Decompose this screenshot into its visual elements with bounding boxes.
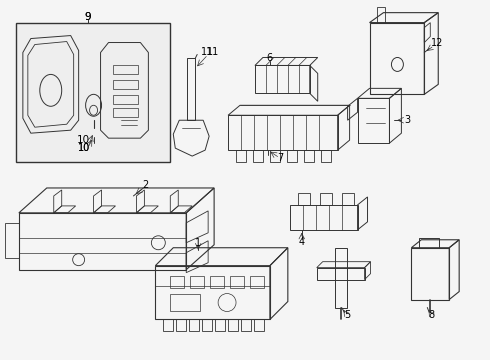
Text: 6: 6 (267, 54, 273, 63)
Bar (171, 276, 184, 288)
Text: 2: 2 (142, 180, 148, 190)
Text: 7: 7 (277, 153, 283, 163)
Text: 9: 9 (84, 12, 91, 22)
Bar (113, 66, 138, 75)
Bar (113, 80, 138, 89)
Bar (230, 276, 244, 288)
Text: 11: 11 (201, 48, 213, 58)
Bar (113, 95, 138, 104)
Text: 4: 4 (299, 237, 305, 247)
Text: 9: 9 (84, 12, 91, 22)
Text: 5: 5 (344, 310, 351, 320)
Bar (16, 23, 171, 162)
Bar (210, 276, 224, 288)
Text: 12: 12 (431, 37, 443, 48)
Text: 10: 10 (77, 135, 90, 145)
Bar (187, 58, 195, 120)
Bar (250, 276, 264, 288)
Text: 3: 3 (404, 115, 411, 125)
Text: 1: 1 (195, 238, 201, 248)
Text: 8: 8 (428, 310, 434, 320)
Bar (171, 293, 200, 311)
Text: 10: 10 (77, 143, 90, 153)
Text: 10: 10 (77, 143, 90, 153)
Bar (190, 276, 204, 288)
Bar (113, 108, 138, 117)
Text: 11: 11 (207, 48, 220, 58)
